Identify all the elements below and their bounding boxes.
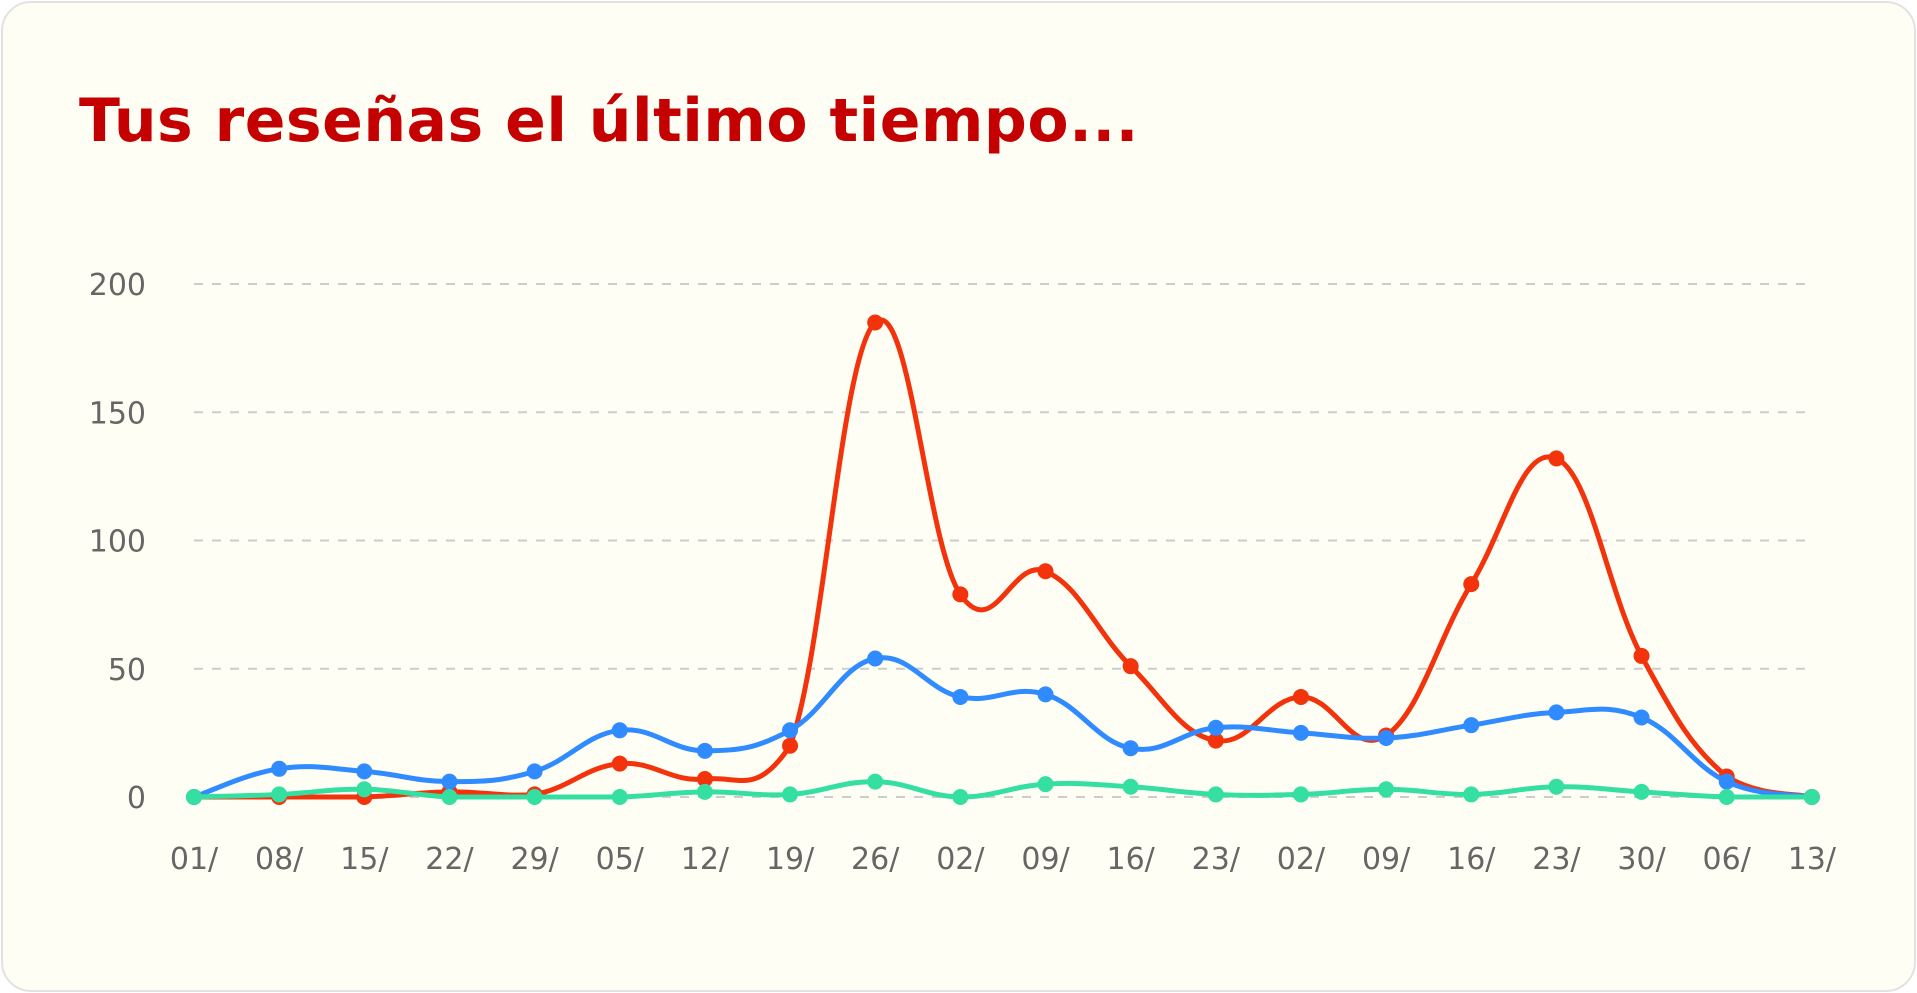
x-tick-label: 13/ bbox=[1788, 842, 1837, 877]
data-point[interactable] bbox=[867, 650, 884, 667]
data-point[interactable] bbox=[1548, 450, 1565, 467]
data-point[interactable] bbox=[526, 789, 543, 805]
data-point[interactable] bbox=[271, 786, 288, 803]
data-point[interactable] bbox=[782, 722, 799, 739]
x-tick-label: 06/ bbox=[1703, 842, 1752, 877]
x-tick-label: 16/ bbox=[1447, 842, 1496, 877]
chart-gridlines bbox=[194, 283, 1808, 798]
x-tick-label: 29/ bbox=[510, 842, 559, 877]
data-point[interactable] bbox=[1463, 576, 1480, 593]
y-tick-label: 200 bbox=[89, 268, 146, 303]
data-point[interactable] bbox=[1633, 709, 1650, 726]
data-point[interactable] bbox=[867, 773, 884, 790]
x-tick-label: 15/ bbox=[340, 842, 389, 877]
series-line bbox=[191, 779, 1815, 800]
y-tick-label: 100 bbox=[89, 525, 146, 560]
data-point[interactable] bbox=[1037, 776, 1054, 793]
x-axis: 01/08/15/22/29/05/12/19/26/02/09/16/23/0… bbox=[170, 842, 1837, 877]
data-point[interactable] bbox=[1207, 732, 1224, 749]
x-tick-label: 08/ bbox=[255, 842, 304, 877]
x-tick-label: 26/ bbox=[851, 842, 900, 877]
x-tick-label: 01/ bbox=[170, 842, 219, 877]
series-line bbox=[191, 317, 1815, 800]
data-point[interactable] bbox=[186, 789, 202, 805]
series-red bbox=[186, 314, 1820, 805]
data-point[interactable] bbox=[696, 742, 713, 759]
x-tick-label: 02/ bbox=[936, 842, 985, 877]
x-tick-label: 16/ bbox=[1107, 842, 1156, 877]
data-point[interactable] bbox=[356, 781, 373, 798]
data-point[interactable] bbox=[441, 789, 458, 805]
series-green bbox=[186, 773, 1820, 805]
data-point[interactable] bbox=[952, 688, 969, 705]
y-axis: 0 50 100 150 200 bbox=[89, 268, 146, 816]
x-tick-label: 30/ bbox=[1617, 842, 1666, 877]
data-point[interactable] bbox=[1463, 717, 1480, 734]
x-tick-label: 22/ bbox=[425, 842, 474, 877]
x-tick-label: 05/ bbox=[596, 842, 645, 877]
y-tick-label: 50 bbox=[108, 653, 146, 688]
data-point[interactable] bbox=[611, 755, 628, 772]
chart-series bbox=[186, 314, 1820, 805]
data-point[interactable] bbox=[1122, 740, 1139, 757]
data-point[interactable] bbox=[1207, 719, 1224, 736]
series-blue bbox=[186, 650, 1820, 805]
data-point[interactable] bbox=[782, 786, 799, 803]
data-point[interactable] bbox=[1633, 783, 1650, 800]
data-point[interactable] bbox=[1122, 658, 1139, 675]
x-tick-label: 09/ bbox=[1021, 842, 1070, 877]
x-tick-label: 12/ bbox=[681, 842, 730, 877]
data-point[interactable] bbox=[696, 771, 713, 788]
data-point[interactable] bbox=[356, 763, 373, 780]
data-point[interactable] bbox=[952, 789, 969, 805]
data-point[interactable] bbox=[526, 763, 543, 780]
data-point[interactable] bbox=[1378, 781, 1395, 798]
data-point[interactable] bbox=[1037, 563, 1054, 580]
data-point[interactable] bbox=[1292, 724, 1309, 741]
data-point[interactable] bbox=[1548, 704, 1565, 721]
data-point[interactable] bbox=[1548, 778, 1565, 795]
data-point[interactable] bbox=[611, 789, 628, 805]
data-point[interactable] bbox=[1207, 786, 1224, 803]
y-tick-label: 0 bbox=[127, 781, 146, 816]
data-point[interactable] bbox=[867, 314, 884, 331]
data-point[interactable] bbox=[782, 737, 799, 754]
series-line bbox=[191, 655, 1815, 800]
x-tick-label: 23/ bbox=[1192, 842, 1241, 877]
data-point[interactable] bbox=[1292, 688, 1309, 705]
card-title: Tus reseñas el último tiempo... bbox=[79, 86, 1139, 156]
data-point[interactable] bbox=[1463, 786, 1480, 803]
data-point[interactable] bbox=[1037, 686, 1054, 703]
data-point[interactable] bbox=[1803, 789, 1820, 805]
data-point[interactable] bbox=[441, 773, 458, 790]
x-tick-label: 19/ bbox=[766, 842, 815, 877]
data-point[interactable] bbox=[1633, 647, 1650, 664]
data-point[interactable] bbox=[611, 722, 628, 739]
data-point[interactable] bbox=[271, 760, 288, 777]
x-tick-label: 09/ bbox=[1362, 842, 1411, 877]
data-point[interactable] bbox=[696, 783, 713, 800]
data-point[interactable] bbox=[1378, 730, 1395, 747]
data-point[interactable] bbox=[1292, 786, 1309, 803]
x-tick-label: 02/ bbox=[1277, 842, 1326, 877]
data-point[interactable] bbox=[1718, 773, 1735, 790]
x-tick-label: 23/ bbox=[1532, 842, 1581, 877]
data-point[interactable] bbox=[1122, 778, 1139, 795]
y-tick-label: 150 bbox=[89, 396, 146, 431]
data-point[interactable] bbox=[952, 586, 969, 603]
data-point[interactable] bbox=[1718, 789, 1735, 805]
